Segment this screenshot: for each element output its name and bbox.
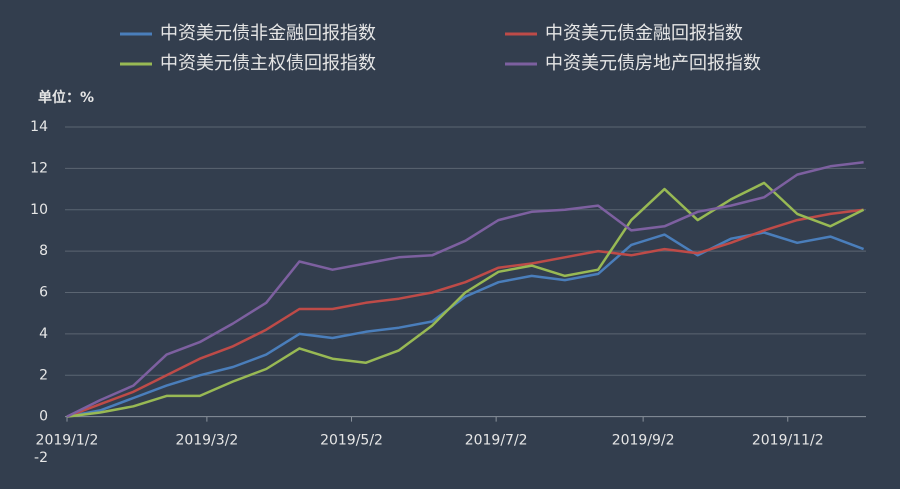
y-tick-label: 0 [39, 409, 48, 425]
x-tick-label: 2019/9/2 [612, 433, 675, 449]
y-tick-label: 4 [39, 326, 48, 342]
legend-label: 中资美元债金融回报指数 [545, 23, 743, 44]
series-line [66, 208, 864, 418]
unit-label: 单位：% [38, 89, 94, 106]
legend-label: 中资美元债非金融回报指数 [160, 23, 376, 44]
series-line [66, 181, 865, 418]
y-tick-label: 8 [39, 243, 48, 259]
y-tick-label: 6 [39, 285, 48, 301]
x-tick-label: 2019/1/2 [36, 433, 99, 449]
y-tick-label: 12 [30, 160, 48, 176]
y-tick-label: -2 [34, 450, 48, 466]
x-tick-label: 2019/7/2 [465, 433, 528, 449]
y-tick-label: 2 [39, 367, 48, 383]
series-line [66, 231, 865, 418]
legend-label: 中资美元债主权债回报指数 [160, 53, 376, 74]
legend-label: 中资美元债房地产回报指数 [545, 53, 761, 74]
x-tick-label: 2019/11/2 [752, 433, 824, 449]
x-tick-label: 2019/3/2 [175, 433, 238, 449]
y-tick-label: 14 [30, 119, 48, 135]
x-tick-label: 2019/5/2 [320, 433, 383, 449]
y-tick-label: 10 [30, 202, 48, 218]
series-line [66, 160, 864, 418]
